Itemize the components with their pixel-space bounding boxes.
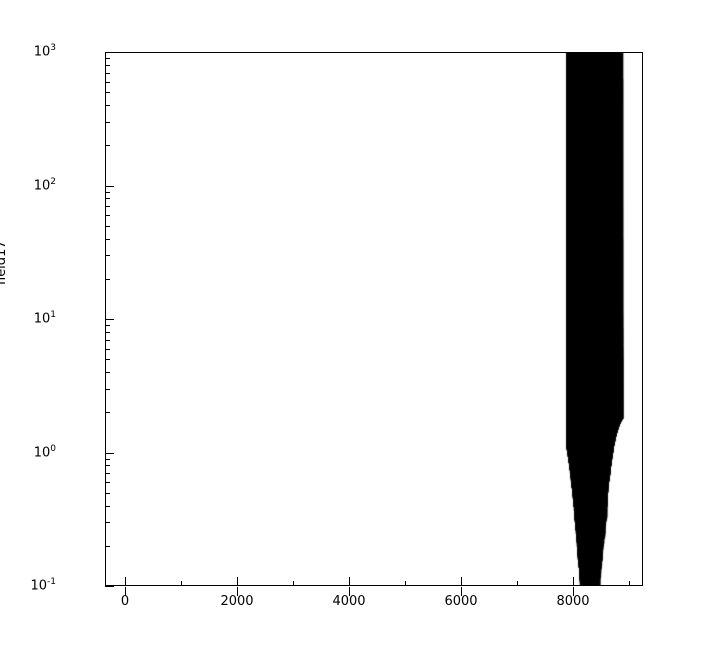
x-tick-label-6000: 6000 [444, 594, 478, 609]
y-minor-tick [105, 255, 110, 256]
y-major-tick--1 [105, 586, 114, 588]
x-minor-tick [629, 581, 630, 586]
y-minor-tick [105, 65, 110, 66]
y-minor-tick [105, 58, 110, 59]
y-minor-tick [105, 482, 110, 483]
x-major-tick-8000 [573, 577, 575, 586]
x-major-tick-outer-2000 [237, 587, 239, 596]
plot-area [105, 52, 643, 586]
x-major-tick-6000 [461, 577, 463, 586]
y-minor-tick [105, 473, 110, 474]
y-minor-tick [105, 372, 110, 373]
y-minor-tick [105, 359, 110, 360]
y-tick-label-10: 101 [33, 310, 56, 327]
x-tick-label-2000: 2000 [220, 594, 254, 609]
y-minor-tick [105, 192, 110, 193]
y-minor-tick [105, 325, 110, 326]
y-major-tick-2 [105, 186, 114, 188]
y-minor-tick [105, 226, 110, 227]
y-minor-tick [105, 465, 110, 466]
x-minor-tick [517, 581, 518, 586]
x-tick-label-4000: 4000 [332, 594, 366, 609]
y-minor-tick [105, 105, 110, 106]
y-minor-tick [105, 522, 110, 523]
x-major-tick-2000 [237, 577, 239, 586]
y-minor-tick [105, 332, 110, 333]
y-minor-tick [105, 92, 110, 93]
y-tick-label-1000: 103 [33, 43, 56, 60]
y-minor-tick [105, 206, 110, 207]
y-minor-tick [105, 122, 110, 123]
x-major-tick-0 [125, 577, 127, 586]
x-major-tick-outer-0 [125, 587, 127, 596]
y-minor-tick [105, 340, 110, 341]
y-major-tick-3 [105, 52, 114, 54]
x-tick-label-8000: 8000 [556, 594, 590, 609]
y-minor-tick [105, 493, 110, 494]
y-minor-tick [105, 198, 110, 199]
y-minor-tick [105, 82, 110, 83]
x-minor-tick [293, 581, 294, 586]
y-minor-tick [105, 412, 110, 413]
x-tick-label-0: 0 [120, 594, 130, 609]
y-major-tick-0 [105, 453, 114, 455]
y-tick-label-100: 102 [33, 176, 56, 193]
y-minor-tick [105, 459, 110, 460]
y-minor-tick [105, 546, 110, 547]
y-tick-label-1: 100 [33, 443, 56, 460]
y-minor-tick [105, 145, 110, 146]
x-minor-tick [405, 581, 406, 586]
y-minor-tick [105, 279, 110, 280]
y-axis-title: field17 [0, 240, 9, 285]
x-major-tick-4000 [349, 577, 351, 586]
y-minor-tick [105, 239, 110, 240]
x-major-tick-outer-4000 [349, 587, 351, 596]
y-tick-label-0.1: 10-1 [30, 577, 56, 594]
series-field17 [106, 53, 642, 585]
x-major-tick-outer-6000 [461, 587, 463, 596]
y-minor-tick [105, 349, 110, 350]
y-major-tick-1 [105, 319, 114, 321]
x-minor-tick [181, 581, 182, 586]
y-minor-tick [105, 506, 110, 507]
y-minor-tick [105, 389, 110, 390]
x-major-tick-outer-8000 [573, 587, 575, 596]
y-minor-tick [105, 73, 110, 74]
y-minor-tick [105, 215, 110, 216]
